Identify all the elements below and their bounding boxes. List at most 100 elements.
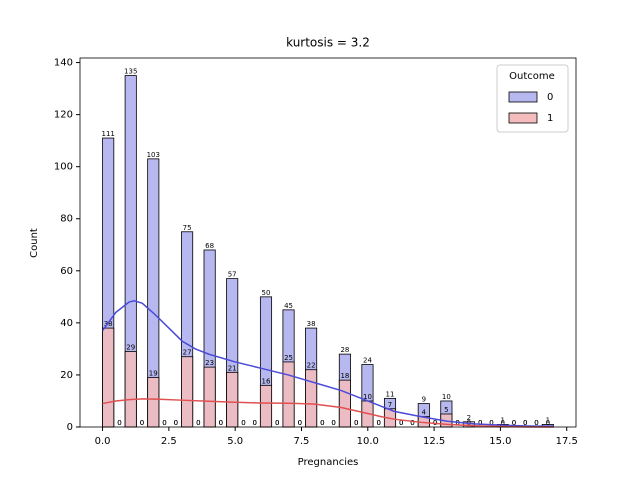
value-label: 1	[500, 416, 504, 424]
value-label: 0	[117, 419, 121, 427]
value-label: 0	[376, 419, 380, 427]
value-label: 0	[219, 419, 223, 427]
y-tick-label: 140	[54, 58, 73, 69]
value-label: 0	[489, 419, 493, 427]
value-label: 24	[363, 357, 372, 365]
y-tick-label: 0	[67, 422, 73, 433]
value-label: 10	[363, 393, 372, 401]
bar	[305, 369, 318, 428]
bar	[282, 361, 295, 428]
value-label: 2	[467, 414, 471, 422]
value-label: 0	[331, 419, 335, 427]
value-label: 0	[241, 419, 245, 427]
value-label: 0	[320, 419, 324, 427]
value-label: 0	[320, 419, 324, 427]
value-label: 23	[205, 359, 214, 367]
value-label: 0	[489, 419, 493, 427]
value-label: 4	[422, 409, 427, 417]
value-label: 16	[262, 377, 271, 385]
y-tick-label: 60	[60, 266, 73, 277]
value-label: 0	[512, 419, 516, 427]
value-label: 0	[162, 419, 166, 427]
value-label: 11	[386, 390, 395, 398]
value-label: 0	[174, 419, 178, 427]
x-tick-label: 12.5	[423, 436, 445, 447]
value-label: 22	[307, 362, 316, 370]
value-label: 111	[101, 130, 114, 138]
value-label: 0	[241, 419, 245, 427]
value-label: 28	[340, 346, 349, 354]
value-label: 0	[298, 419, 302, 427]
value-label: 0	[140, 419, 144, 427]
bar	[102, 327, 115, 428]
value-label: 0	[534, 419, 538, 427]
value-label: 68	[205, 242, 214, 250]
value-label: 0	[196, 419, 200, 427]
bar	[124, 351, 137, 428]
value-label: 0	[512, 419, 516, 427]
value-label: 0	[354, 419, 358, 427]
value-label: 10	[442, 393, 451, 401]
x-tick-label: 17.5	[556, 436, 578, 447]
value-label: 103	[147, 151, 160, 159]
legend-swatch	[508, 91, 538, 103]
x-tick-label: 2.5	[161, 436, 177, 447]
value-label: 0	[500, 419, 504, 427]
value-label: 0	[117, 419, 121, 427]
value-label: 9	[422, 396, 426, 404]
value-label: 0	[410, 419, 414, 427]
y-axis-label: Count	[29, 228, 40, 258]
value-label: 0	[196, 419, 200, 427]
value-label: 0	[174, 419, 178, 427]
bar	[259, 384, 273, 428]
kde-line	[102, 398, 554, 428]
value-label: 135	[124, 68, 137, 76]
x-tick-label: 0.0	[95, 436, 111, 447]
value-label: 45	[284, 302, 293, 310]
value-label: 29	[126, 344, 135, 352]
bar	[181, 356, 194, 428]
value-label: 0	[275, 419, 279, 427]
bar	[203, 366, 216, 428]
x-tick-label: 10.0	[357, 436, 379, 447]
value-label: 0	[275, 419, 279, 427]
y-tick-label: 120	[54, 110, 73, 121]
legend-swatch	[508, 112, 538, 124]
value-label: 0	[219, 419, 223, 427]
value-label: 0	[331, 419, 335, 427]
x-axis-label: Pregnancies	[298, 457, 359, 468]
value-label: 50	[262, 289, 271, 297]
value-label: 0	[252, 419, 256, 427]
y-tick-label: 80	[60, 214, 73, 225]
value-label: 19	[149, 370, 158, 378]
value-label: 21	[228, 364, 237, 372]
value-label: 57	[228, 271, 237, 279]
x-tick-label: 5.0	[227, 436, 243, 447]
value-label: 0	[410, 419, 414, 427]
y-tick-label: 40	[60, 318, 73, 329]
chart-title: kurtosis = 3.2	[286, 36, 370, 50]
bar	[147, 377, 160, 428]
legend-label: 1	[547, 113, 553, 124]
value-label: 0	[140, 419, 144, 427]
value-label: 5	[444, 406, 448, 414]
legend-label: 0	[547, 92, 553, 103]
value-label: 0	[354, 419, 358, 427]
value-label: 7	[388, 401, 392, 409]
value-label: 0	[478, 419, 482, 427]
value-label: 38	[307, 320, 316, 328]
axes-frame	[79, 57, 577, 428]
value-label: 1	[546, 416, 550, 424]
value-label: 0	[546, 419, 550, 427]
legend-title: Outcome	[509, 71, 555, 82]
bar	[338, 379, 351, 428]
value-label: 0	[162, 419, 166, 427]
kde-line	[101, 299, 554, 427]
value-label: 0	[252, 419, 256, 427]
x-tick-label: 15.0	[489, 436, 511, 447]
value-label: 27	[183, 349, 192, 357]
value-label: 0	[399, 419, 403, 427]
x-tick-label: 7.5	[294, 436, 310, 447]
value-label: 0	[534, 419, 538, 427]
